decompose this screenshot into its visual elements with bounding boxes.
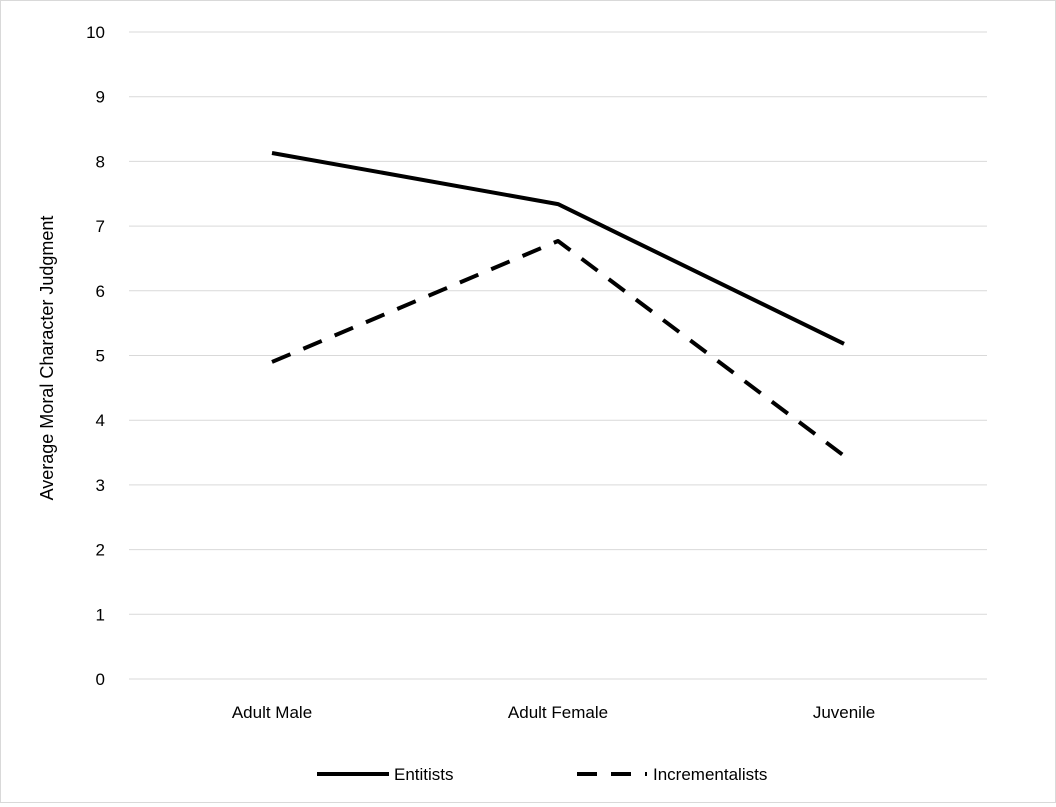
x-category-label: Adult Male — [232, 703, 312, 722]
y-tick-label: 8 — [96, 152, 105, 171]
y-tick-label: 6 — [96, 282, 105, 301]
legend-item-incrementalists: Incrementalists — [577, 765, 767, 784]
y-tick-label: 3 — [96, 476, 105, 495]
x-category-label: Adult Female — [508, 703, 608, 722]
series-lines — [272, 153, 844, 456]
y-tick-label: 10 — [86, 23, 105, 42]
y-tick-label: 4 — [96, 411, 105, 430]
legend: Entitists Incrementalists — [317, 765, 767, 784]
y-tick-label: 5 — [96, 347, 105, 366]
y-tick-label: 9 — [96, 88, 105, 107]
y-tick-label: 0 — [96, 670, 105, 689]
legend-label: Entitists — [394, 765, 454, 784]
x-category-label: Juvenile — [813, 703, 875, 722]
legend-label: Incrementalists — [653, 765, 767, 784]
y-axis-ticks: 0 1 2 3 4 5 6 7 8 9 10 — [86, 23, 105, 689]
series-line-incrementalists — [272, 241, 844, 456]
gridlines — [129, 32, 987, 679]
series-line-entitists — [272, 153, 844, 344]
legend-item-entitists: Entitists — [317, 765, 454, 784]
y-tick-label: 2 — [96, 541, 105, 560]
x-axis-categories: Adult Male Adult Female Juvenile — [232, 703, 875, 722]
y-tick-label: 1 — [96, 605, 105, 624]
y-axis-title: Average Moral Character Judgment — [37, 216, 57, 501]
y-tick-label: 7 — [96, 217, 105, 236]
